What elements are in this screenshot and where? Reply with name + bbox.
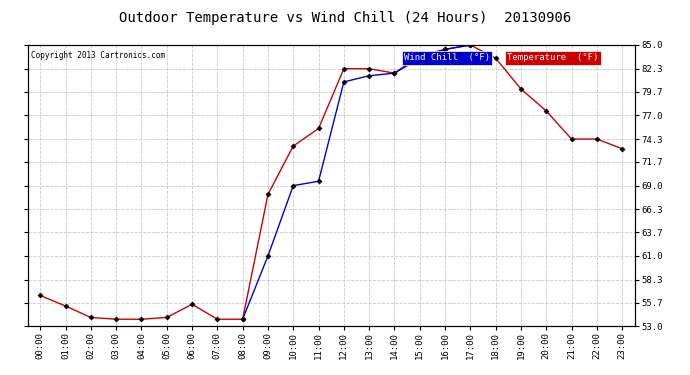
Text: Outdoor Temperature vs Wind Chill (24 Hours)  20130906: Outdoor Temperature vs Wind Chill (24 Ho…	[119, 11, 571, 25]
Text: Wind Chill  (°F): Wind Chill (°F)	[404, 54, 490, 62]
Text: Temperature  (°F): Temperature (°F)	[507, 54, 599, 62]
Text: Copyright 2013 Cartronics.com: Copyright 2013 Cartronics.com	[30, 51, 165, 60]
